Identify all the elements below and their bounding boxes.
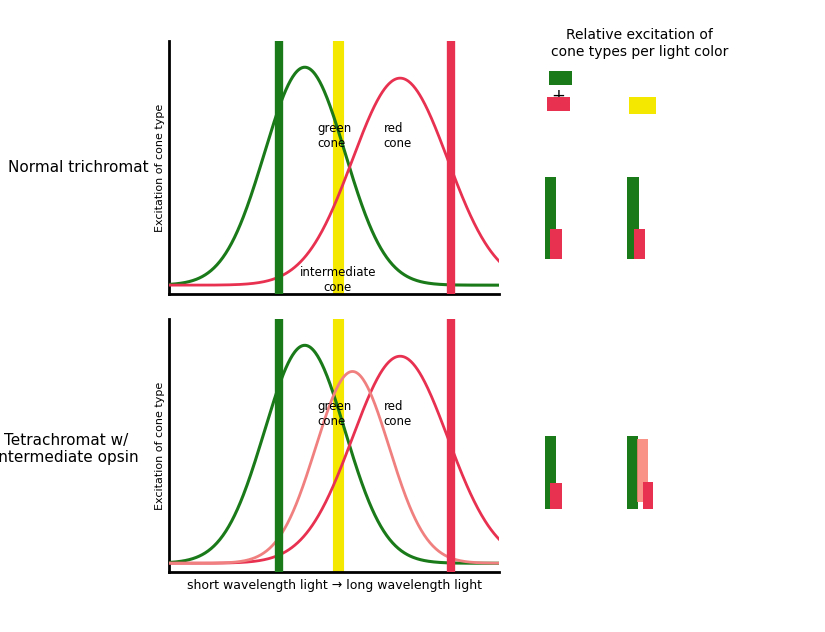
Text: +: + bbox=[552, 87, 565, 105]
Text: intermediate
cone: intermediate cone bbox=[299, 266, 376, 294]
X-axis label: short wavelength light → long wavelength light: short wavelength light → long wavelength… bbox=[186, 579, 482, 592]
Y-axis label: Excitation of cone type: Excitation of cone type bbox=[155, 382, 165, 509]
Text: green
cone: green cone bbox=[318, 122, 352, 150]
Text: Normal trichromat: Normal trichromat bbox=[8, 160, 148, 175]
Text: green
cone: green cone bbox=[318, 400, 352, 428]
Text: Relative excitation of
cone types per light color: Relative excitation of cone types per li… bbox=[551, 28, 728, 59]
Text: red
cone: red cone bbox=[384, 400, 412, 428]
Y-axis label: Excitation of cone type: Excitation of cone type bbox=[155, 104, 165, 231]
Text: red
cone: red cone bbox=[384, 122, 412, 150]
Text: Tetrachromat w/
intermediate opsin: Tetrachromat w/ intermediate opsin bbox=[0, 432, 139, 465]
